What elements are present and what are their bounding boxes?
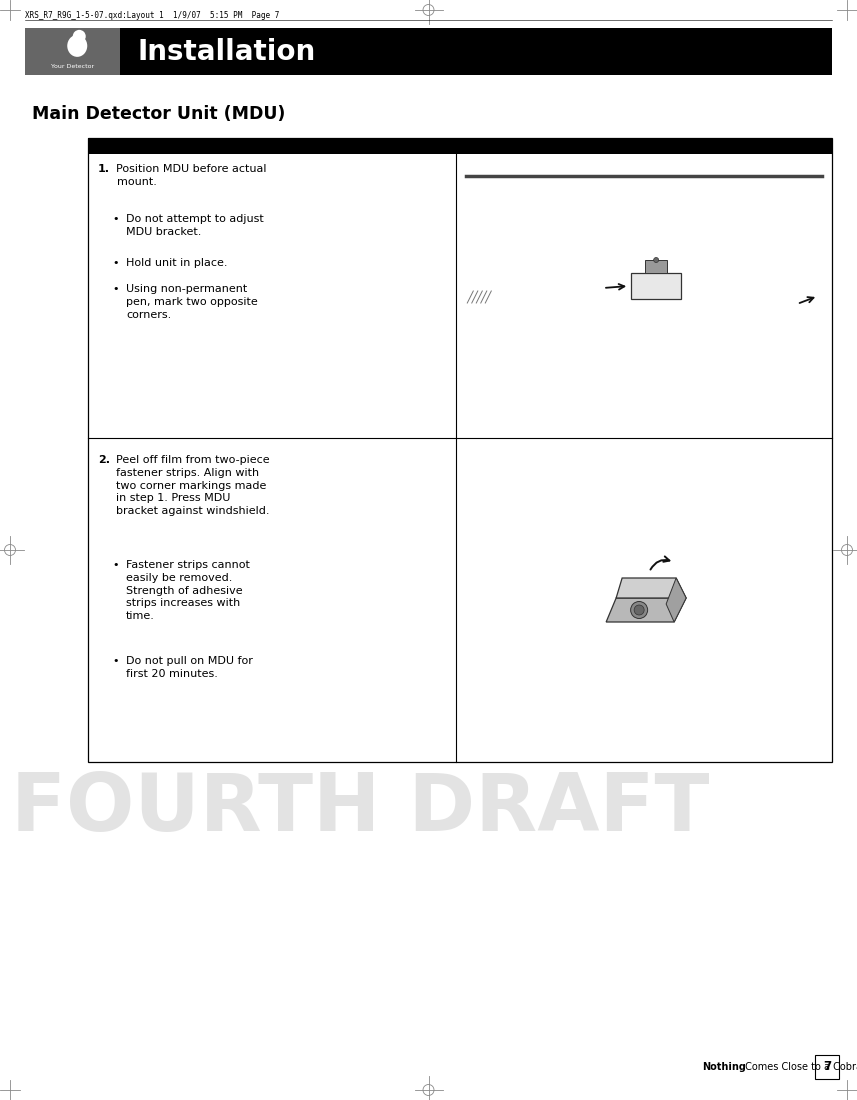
Bar — [25, 28, 120, 75]
Polygon shape — [616, 578, 686, 598]
Text: Your Detector: Your Detector — [51, 65, 94, 69]
Text: Position MDU before actual
mount.: Position MDU before actual mount. — [117, 164, 267, 187]
Circle shape — [634, 605, 644, 615]
Text: Main Detector Unit (MDU): Main Detector Unit (MDU) — [32, 104, 285, 123]
Bar — [815, 1055, 839, 1078]
Text: 1.: 1. — [98, 164, 110, 174]
Text: XRS_R7_R9G_1-5-07.qxd:Layout 1  1/9/07  5:15 PM  Page 7: XRS_R7_R9G_1-5-07.qxd:Layout 1 1/9/07 5:… — [25, 11, 279, 20]
Text: •: • — [112, 285, 118, 295]
Bar — [631, 273, 681, 299]
Text: 2.: 2. — [98, 455, 110, 465]
Bar — [88, 138, 832, 762]
Circle shape — [631, 602, 648, 618]
Text: Nothing: Nothing — [702, 1062, 746, 1071]
Text: Do not attempt to adjust
MDU bracket.: Do not attempt to adjust MDU bracket. — [126, 214, 264, 236]
Text: •: • — [112, 214, 118, 224]
Polygon shape — [606, 598, 686, 622]
Text: Peel off film from two-piece
fastener strips. Align with
two corner markings mad: Peel off film from two-piece fastener st… — [117, 455, 270, 516]
Text: Installation: Installation — [138, 37, 316, 66]
Bar — [25, 28, 832, 75]
Text: Fastener strips cannot
easily be removed.
Strength of adhesive
strips increases : Fastener strips cannot easily be removed… — [126, 560, 250, 621]
Text: FOURTH DRAFT: FOURTH DRAFT — [11, 770, 709, 847]
Bar — [645, 260, 667, 273]
Circle shape — [73, 30, 86, 43]
Bar — [88, 138, 832, 154]
Text: Hold unit in place.: Hold unit in place. — [126, 258, 227, 268]
Circle shape — [654, 257, 659, 263]
Text: •: • — [112, 560, 118, 570]
Text: •: • — [112, 657, 118, 667]
Ellipse shape — [67, 35, 87, 57]
Text: 7: 7 — [823, 1060, 831, 1072]
Text: Comes Close to a Cobra®: Comes Close to a Cobra® — [741, 1062, 857, 1071]
Text: •: • — [112, 258, 118, 268]
Polygon shape — [666, 578, 686, 621]
Text: Do not pull on MDU for
first 20 minutes.: Do not pull on MDU for first 20 minutes. — [126, 657, 253, 680]
Text: Using non-permanent
pen, mark two opposite
corners.: Using non-permanent pen, mark two opposi… — [126, 285, 258, 320]
